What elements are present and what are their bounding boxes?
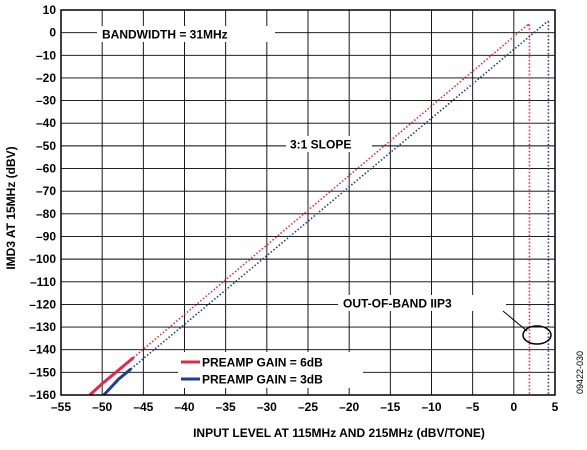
extrapolation-line-3db xyxy=(130,20,549,370)
y-tick-label: –160 xyxy=(29,388,56,402)
series-lines xyxy=(88,20,550,397)
y-tick-label: –150 xyxy=(29,365,56,379)
y-tick-label: –110 xyxy=(30,275,56,289)
y-axis-title: IMD3 AT 15MHz (dBV) xyxy=(4,146,18,269)
y-tick-label: –50 xyxy=(36,139,56,153)
x-tick-label: –40 xyxy=(174,400,194,414)
y-tick-label: –70 xyxy=(36,184,56,198)
legend: PREAMP GAIN = 6dB PREAMP GAIN = 3dB xyxy=(178,352,363,388)
legend-bg xyxy=(178,352,363,388)
y-tick-label: –100 xyxy=(29,252,56,266)
y-tick-label: –90 xyxy=(36,229,56,243)
iip3-circle xyxy=(522,325,552,345)
bandwidth-label-bg xyxy=(97,26,275,42)
series-line-3db xyxy=(102,367,132,397)
y-tick-label: –130 xyxy=(29,320,56,334)
x-tick-label: 5 xyxy=(552,400,559,414)
slope-label-bg xyxy=(286,136,372,152)
x-tick-label: –25 xyxy=(298,400,318,414)
y-tick-label: –120 xyxy=(29,297,56,311)
x-tick-label: –55 xyxy=(51,400,71,414)
x-tick-label: –20 xyxy=(339,400,359,414)
x-tick-label: –50 xyxy=(92,400,112,414)
y-tick-label: –30 xyxy=(36,94,56,108)
y-tick-label: –40 xyxy=(36,116,56,130)
x-tick-label: –35 xyxy=(216,400,236,414)
y-tick-label: –60 xyxy=(36,162,56,176)
y-tick-label: –140 xyxy=(29,343,56,357)
slope-label: 3:1 SLOPE xyxy=(290,138,351,152)
y-tick-label: 0 xyxy=(49,26,56,40)
grid xyxy=(60,9,556,396)
bandwidth-label: BANDWIDTH = 31MHz xyxy=(102,28,228,42)
legend-label-3db: PREAMP GAIN = 3dB xyxy=(202,373,323,387)
iip3-label-bg xyxy=(338,295,506,311)
x-tick-label: –45 xyxy=(133,400,153,414)
figure-id: 09422-030 xyxy=(575,351,585,394)
y-tick-label: 10 xyxy=(43,3,57,17)
y-tick-label: –10 xyxy=(36,48,56,62)
iip3-label: OUT-OF-BAND IIP3 xyxy=(343,297,452,311)
y-tick-labels: 10 0 –10 –20 –30 –40 –50 –60 –70 –80 –90 –100 –110 –1… xyxy=(29,3,56,402)
legend-label-6db: PREAMP GAIN = 6dB xyxy=(202,356,323,370)
x-tick-labels: –55 –50 –45 –40 –35 –30 –25 –20 –15 –10 –5 0 5 xyxy=(51,400,559,414)
x-tick-label: –10 xyxy=(421,400,441,414)
x-tick-label: –15 xyxy=(380,400,400,414)
series-line-6db xyxy=(88,356,135,397)
y-tick-label: –80 xyxy=(36,207,56,221)
x-tick-label: –5 xyxy=(466,400,480,414)
x-axis-title: INPUT LEVEL AT 115MHz AND 215MHz (dBV/TO… xyxy=(193,426,485,440)
x-tick-label: –30 xyxy=(257,400,277,414)
plot-frame xyxy=(60,9,556,396)
iip3-leader-line xyxy=(502,310,528,332)
x-tick-label: 0 xyxy=(510,400,517,414)
y-tick-label: –20 xyxy=(36,71,56,85)
